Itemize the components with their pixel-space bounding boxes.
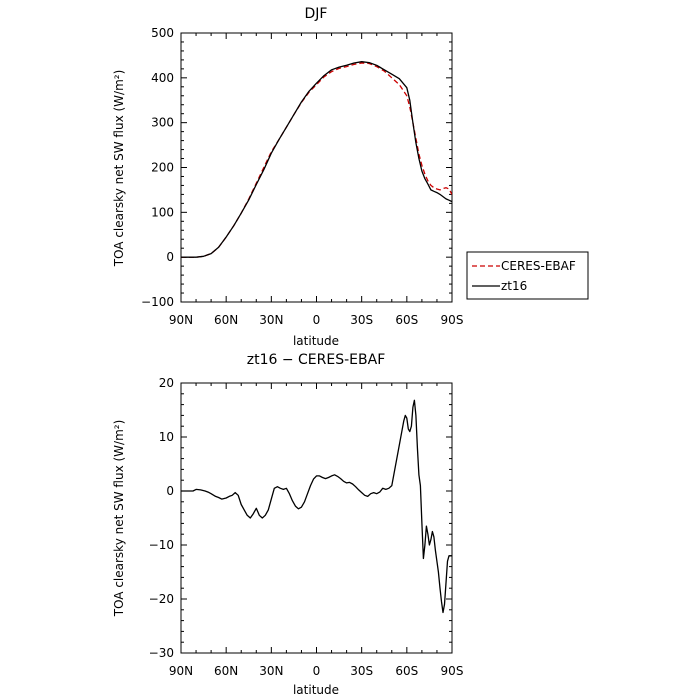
top-y-tick-label: 100	[151, 205, 174, 219]
top-x-tick-label: 90S	[441, 313, 464, 327]
bottom-x-axis-label: latitude	[293, 683, 339, 697]
top-panel: 90N 60N 30N 0 30S 60S 90S −100 0 100 200 300 400 500	[141, 26, 463, 327]
bottom-x-tick-label: 90S	[441, 664, 464, 678]
bottom-x-tick-label: 30N	[259, 664, 283, 678]
top-x-axis-label: latitude	[293, 334, 339, 348]
bottom-y-tick-label: −30	[149, 646, 174, 660]
legend: CERES-EBAF zt16	[466, 251, 589, 300]
top-y-tick-label: 200	[151, 161, 174, 175]
top-series-line-ceres-ebaf	[181, 62, 452, 258]
legend-label-zt16: zt16	[501, 279, 527, 293]
top-x-tick-label: 30N	[259, 313, 283, 327]
legend-label-ceres: CERES-EBAF	[501, 259, 576, 273]
top-y-tick-label: 400	[151, 71, 174, 85]
top-y-axis-label: TOA clearsky net SW flux (W/m²)	[112, 70, 126, 268]
bottom-panel: 90N 60N 30N 0 30S 60S 90S −30 −20 −10 0 10 20	[149, 376, 464, 678]
top-x-tick-label: 60S	[395, 313, 418, 327]
top-x-tick-label: 30S	[350, 313, 373, 327]
top-y-tick-label: 0	[166, 250, 174, 264]
bottom-chart-title: zt16 − CERES-EBAF	[247, 352, 386, 368]
bottom-x-tick-label: 90N	[169, 664, 193, 678]
bottom-y-tick-label: 0	[166, 484, 174, 498]
bottom-y-tick-label: 20	[159, 376, 174, 390]
top-chart-title: DJF	[305, 6, 328, 22]
bottom-y-axis-label: TOA clearsky net SW flux (W/m²)	[112, 420, 126, 618]
bottom-y-tick-label: −20	[149, 592, 174, 606]
bottom-x-tick-label: 60S	[395, 664, 418, 678]
bottom-x-tick-label: 0	[313, 664, 321, 678]
bottom-y-tick-label: −10	[149, 538, 174, 552]
top-x-tick-label: 0	[313, 313, 321, 327]
top-y-tick-label: 300	[151, 116, 174, 130]
top-x-tick-label: 60N	[214, 313, 238, 327]
bottom-series-line-diff	[181, 399, 452, 614]
top-x-tick-label: 90N	[169, 313, 193, 327]
top-y-tick-label: −100	[141, 295, 174, 309]
bottom-y-tick-label: 10	[159, 430, 174, 444]
top-series-line-zt16	[181, 61, 452, 258]
top-y-tick-label: 500	[151, 26, 174, 40]
bottom-x-tick-label: 60N	[214, 664, 238, 678]
top-plot-frame	[180, 32, 453, 303]
bottom-x-tick-label: 30S	[350, 664, 373, 678]
legend-box	[466, 251, 589, 300]
